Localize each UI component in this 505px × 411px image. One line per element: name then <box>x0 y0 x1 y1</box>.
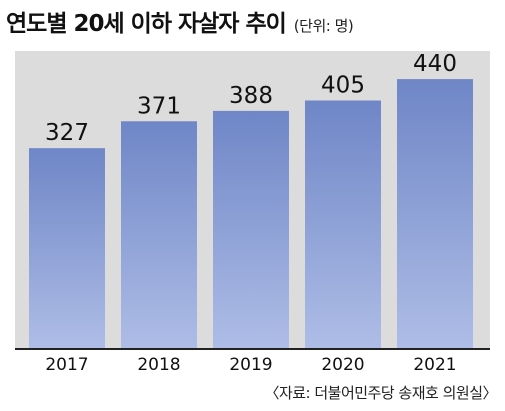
x-tick-2017: 2017 <box>45 355 88 375</box>
bar-2020 <box>305 100 381 348</box>
x-tick-2019: 2019 <box>229 355 272 375</box>
x-tick-2020: 2020 <box>321 355 364 375</box>
chart-title-row: 연도별 20세 이하 자살자 추이 (단위: 명) <box>6 4 354 38</box>
chart-title: 연도별 20세 이하 자살자 추이 <box>6 11 287 37</box>
value-label-2018: 371 <box>137 93 181 119</box>
unit-label: (단위: 명) <box>293 17 354 35</box>
bar-2017 <box>29 148 105 348</box>
value-label-2021: 440 <box>413 51 457 77</box>
bar-2021 <box>397 79 473 348</box>
bar-2018 <box>121 121 197 349</box>
value-label-2020: 405 <box>321 73 365 99</box>
value-label-2017: 327 <box>45 120 89 146</box>
x-axis-line <box>15 348 490 350</box>
bar-2019 <box>213 110 289 348</box>
value-label-2019: 388 <box>229 83 273 109</box>
x-tick-2018: 2018 <box>137 355 180 375</box>
x-tick-2021: 2021 <box>413 355 456 375</box>
source-note: 〈자료: 더불어민주당 송재호 의원실〉 <box>264 384 497 402</box>
